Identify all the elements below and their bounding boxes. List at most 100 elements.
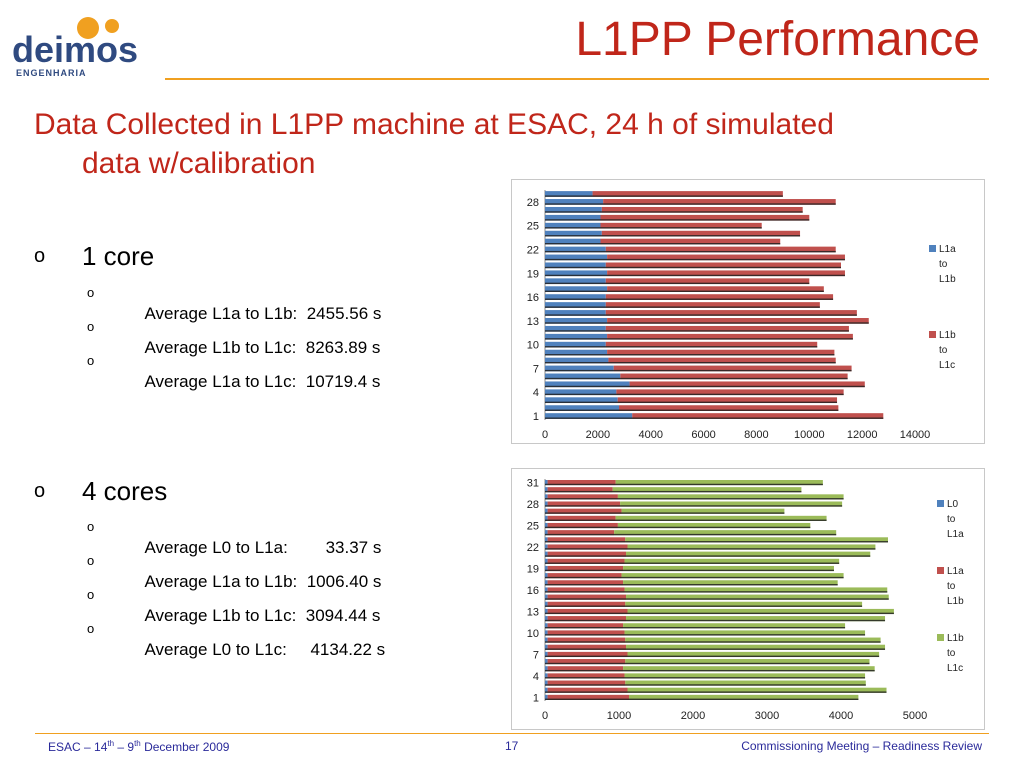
bullet-icon: o [87, 285, 95, 300]
bar-3-20 [624, 558, 840, 564]
bar-shadow-26 [545, 219, 810, 221]
bar-shadow-17 [545, 584, 838, 586]
bar-1-31 [545, 480, 548, 486]
bar-shadow-13 [545, 612, 894, 615]
x-tick-label: 10000 [794, 429, 825, 441]
bar-3-11 [623, 623, 846, 629]
x-tick-label: 3000 [755, 710, 779, 722]
bar-1-14 [545, 601, 548, 607]
bar-1-23 [545, 238, 601, 245]
bar-2-24 [547, 530, 615, 536]
bar-2-14 [547, 601, 626, 607]
footer-event: Commissioning Meeting – Readiness Review [741, 739, 982, 753]
bar-1-28 [545, 199, 604, 205]
bar-shadow-5 [545, 669, 875, 672]
deimos-logo: deimos ENGENHARIA [12, 17, 138, 78]
bar-1-3 [545, 397, 618, 404]
x-tick-label: 1000 [607, 710, 631, 722]
bar-shadow-6 [545, 377, 848, 380]
bar-2-12 [547, 616, 627, 622]
bar-1-6 [545, 659, 548, 665]
bar-shadow-28 [545, 203, 836, 205]
bar-1-24 [545, 230, 602, 237]
bar-3-1 [628, 694, 859, 700]
bar-shadow-20 [545, 266, 841, 269]
bar-1-19 [545, 270, 608, 277]
bar-1-1 [545, 694, 548, 700]
bar-1-4 [545, 389, 617, 396]
bar-shadow-31 [545, 483, 823, 486]
bar-1-27 [545, 206, 602, 213]
bar-3-28 [620, 501, 843, 507]
bar-shadow-28 [545, 505, 843, 507]
bar-1-27 [545, 508, 548, 514]
legend-label: to [947, 514, 956, 525]
x-tick-label: 4000 [829, 710, 853, 722]
legend-label: to [939, 345, 948, 356]
bar-shadow-12 [545, 619, 886, 622]
bar-3-21 [626, 551, 871, 557]
slide-title: L1PP Performance [575, 13, 980, 66]
bar-1-29 [545, 494, 548, 500]
bar-1-22 [545, 544, 548, 550]
bar-shadow-1 [545, 417, 884, 419]
legend-label: to [947, 648, 956, 659]
bar-1-4 [545, 673, 548, 679]
bar-3-14 [625, 601, 863, 607]
bar-2-8 [608, 357, 836, 364]
bar-3-15 [626, 594, 889, 600]
bar-shadow-17 [545, 290, 824, 292]
bar-3-27 [621, 508, 785, 514]
legend-label: L1b [947, 633, 964, 644]
section-heading-1core: o 1 core [34, 241, 154, 272]
bar-1-17 [545, 580, 548, 586]
bar-1-3 [545, 680, 548, 686]
list-item: o Average L0 to L1a: 33.37 s [87, 519, 382, 557]
bullet-icon: o [87, 353, 95, 368]
chart-4cores: 1 4 7 10 13 16 19 22 25 28 31 0 1000 2000 3000 4000 5000… [511, 468, 985, 730]
bar-1-19 [545, 565, 548, 572]
bar-2-9 [547, 637, 626, 643]
subtitle-line1: Data Collected in L1PP machine at ESAC, … [34, 108, 834, 141]
bar-shadow-23 [545, 243, 781, 245]
bar-2-9 [607, 349, 835, 356]
bar-3-8 [626, 644, 886, 650]
legend-label: L1b [939, 330, 956, 341]
bar-1-16 [545, 294, 606, 300]
legend-swatch [937, 634, 944, 641]
y-tick-label: 19 [527, 564, 539, 576]
x-tick-label: 6000 [691, 429, 715, 441]
bar-2-20 [547, 558, 625, 564]
bar-1-14 [545, 310, 606, 316]
y-tick-label: 16 [527, 585, 539, 597]
bar-1-7 [545, 365, 614, 372]
bar-1-25 [545, 522, 548, 529]
legend-label: to [939, 259, 948, 270]
bar-2-7 [547, 651, 628, 658]
bar-shadow-4 [545, 677, 866, 679]
bar-shadow-22 [545, 548, 876, 550]
bar-3-4 [624, 673, 866, 679]
bar-3-17 [623, 580, 838, 586]
y-tick-label: 1 [533, 692, 539, 704]
bar-shadow-30 [545, 490, 802, 493]
bar-3-7 [627, 651, 880, 658]
bar-3-3 [625, 680, 866, 686]
bar-shadow-18 [545, 576, 844, 579]
footer-date: ESAC – 14th – 9th December 2009 [48, 739, 230, 754]
bar-1-29 [545, 191, 593, 197]
bar-1-9 [545, 349, 608, 356]
bar-3-18 [621, 573, 844, 579]
list-item: o Average L1a to L1c: 10719.4 s [87, 353, 381, 391]
bar-shadow-15 [545, 306, 820, 308]
bar-2-26 [547, 515, 616, 521]
bar-2-13 [607, 318, 869, 324]
bar-1-7 [545, 651, 548, 658]
bar-shadow-24 [545, 533, 837, 536]
bar-2-15 [547, 594, 627, 600]
bar-2-17 [547, 580, 624, 586]
bar-3-26 [615, 515, 827, 521]
bar-1-11 [545, 623, 548, 629]
bar-3-25 [617, 522, 811, 529]
y-tick-label: 10 [527, 628, 539, 640]
